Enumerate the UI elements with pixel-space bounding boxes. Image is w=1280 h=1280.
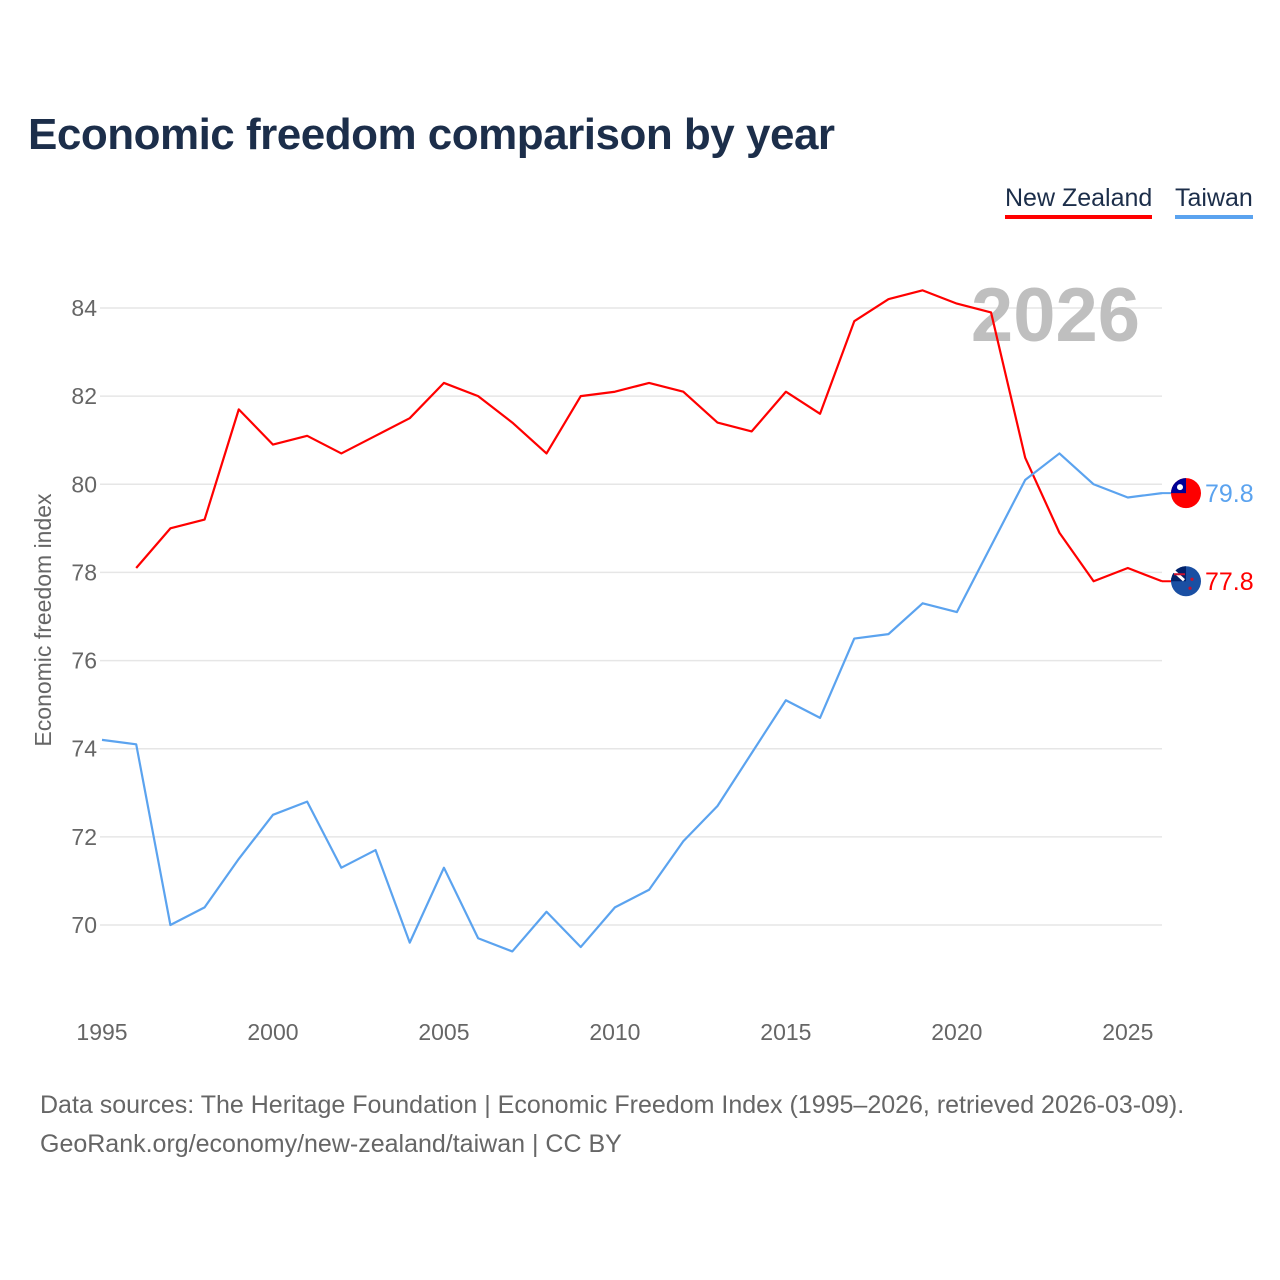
data-point	[1022, 477, 1028, 483]
data-point	[1125, 565, 1131, 571]
x-tick-label: 2015	[760, 1019, 811, 1045]
taiwan-flag-sun	[1177, 484, 1183, 491]
data-point	[817, 715, 823, 721]
data-point	[612, 389, 618, 395]
data-point	[236, 406, 242, 412]
data-point	[338, 865, 344, 871]
data-point	[304, 433, 310, 439]
end-value-label: 79.8	[1205, 480, 1254, 508]
data-point	[475, 393, 481, 399]
data-point	[714, 420, 720, 426]
y-tick-label: 76	[71, 648, 97, 674]
data-point	[920, 600, 926, 606]
data-point	[680, 838, 686, 844]
source-line-1: Data sources: The Heritage Foundation | …	[40, 1091, 1185, 1119]
x-tick-label: 2010	[589, 1019, 640, 1045]
chart-title: Economic freedom comparison by year	[28, 110, 835, 159]
data-point	[270, 812, 276, 818]
data-point	[133, 565, 139, 571]
data-point	[373, 433, 379, 439]
data-point	[680, 389, 686, 395]
y-tick-label: 84	[71, 295, 97, 321]
end-value-label: 77.8	[1205, 568, 1254, 596]
data-point	[167, 922, 173, 928]
data-point	[1056, 530, 1062, 536]
x-tick-label: 2005	[418, 1019, 469, 1045]
x-tick-label: 2025	[1102, 1019, 1153, 1045]
data-point	[99, 737, 105, 743]
data-point	[851, 636, 857, 642]
data-point	[646, 887, 652, 893]
data-point	[475, 935, 481, 941]
x-tick-label: 2020	[931, 1019, 982, 1045]
nz-flag-star	[1190, 577, 1194, 581]
data-point	[1056, 450, 1062, 456]
y-tick-label: 72	[71, 824, 97, 850]
data-point	[578, 393, 584, 399]
data-point	[578, 944, 584, 950]
data-point	[407, 940, 413, 946]
data-point	[851, 318, 857, 324]
data-point	[338, 450, 344, 456]
data-point	[509, 420, 515, 426]
data-point	[441, 865, 447, 871]
data-point	[885, 631, 891, 637]
data-point	[988, 309, 994, 315]
legend-new-zealand[interactable]: New Zealand	[1005, 184, 1153, 219]
source-line-2[interactable]: GeoRank.org/economy/new-zealand/taiwan |…	[40, 1130, 622, 1158]
data-point	[646, 380, 652, 386]
data-point	[749, 750, 755, 756]
data-point	[954, 301, 960, 307]
data-point	[167, 525, 173, 531]
data-point	[373, 847, 379, 853]
data-point	[202, 904, 208, 910]
y-axis-label: Economic freedom index	[30, 493, 56, 747]
data-point	[817, 411, 823, 417]
x-tick-label: 1995	[76, 1019, 127, 1045]
data-point	[1091, 481, 1097, 487]
data-point	[783, 697, 789, 703]
data-point	[509, 948, 515, 954]
legend-taiwan[interactable]: Taiwan	[1175, 184, 1253, 219]
data-point	[304, 799, 310, 805]
data-point	[954, 609, 960, 615]
y-tick-label: 70	[71, 912, 97, 938]
data-point	[407, 415, 413, 421]
data-point	[988, 543, 994, 549]
data-point	[544, 909, 550, 915]
data-point	[612, 904, 618, 910]
source-note: Data sources: The Heritage Foundation | …	[40, 1086, 1184, 1164]
data-point	[749, 428, 755, 434]
data-point	[1091, 578, 1097, 584]
data-point	[1125, 495, 1131, 501]
nz-flag-cross	[1172, 570, 1186, 582]
data-point	[1022, 455, 1028, 461]
data-point	[133, 741, 139, 747]
y-tick-label: 78	[71, 559, 97, 585]
data-point	[544, 450, 550, 456]
data-point	[202, 517, 208, 523]
series-line-taiwan	[101, 452, 1163, 953]
year-watermark: 2026	[971, 273, 1140, 358]
data-point	[920, 287, 926, 293]
data-point	[714, 803, 720, 809]
data-point	[441, 380, 447, 386]
data-point	[783, 389, 789, 395]
data-point	[885, 296, 891, 302]
y-tick-label: 82	[71, 383, 97, 409]
nz-flag-star	[1188, 586, 1192, 590]
data-point	[270, 442, 276, 448]
series-line-new-zealand	[135, 289, 1163, 583]
x-tick-label: 2000	[247, 1019, 298, 1045]
y-tick-label: 80	[71, 471, 97, 497]
y-tick-label: 74	[71, 736, 97, 762]
data-point	[236, 856, 242, 862]
